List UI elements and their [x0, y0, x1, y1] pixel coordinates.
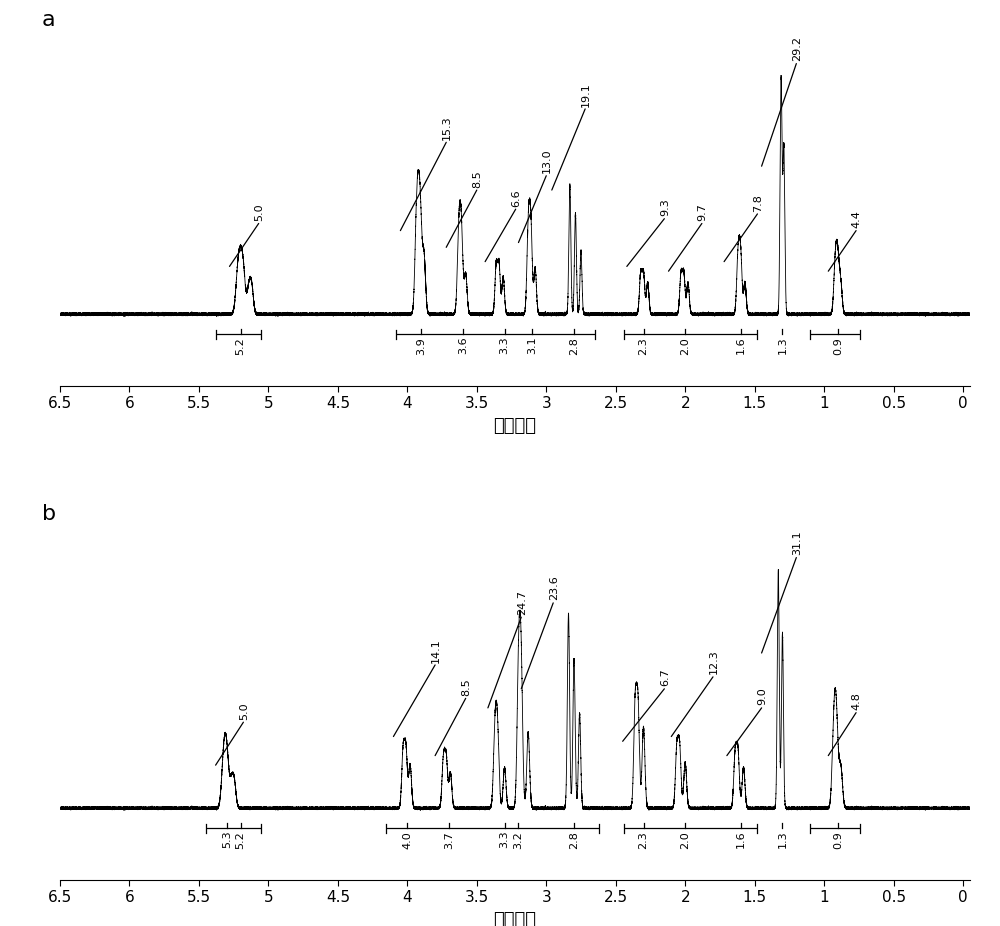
- Text: 0.9: 0.9: [833, 831, 843, 848]
- Text: 9.0: 9.0: [757, 688, 767, 706]
- Text: 0.9: 0.9: [833, 337, 843, 355]
- Text: 7.8: 7.8: [753, 194, 763, 211]
- Text: 5.2: 5.2: [236, 337, 246, 355]
- Text: a: a: [42, 10, 55, 30]
- Text: 3.7: 3.7: [444, 831, 454, 848]
- Text: 29.2: 29.2: [792, 36, 802, 61]
- Text: b: b: [42, 504, 56, 524]
- Text: 3.2: 3.2: [513, 831, 523, 848]
- Text: 3.3: 3.3: [500, 337, 510, 355]
- Text: 2.3: 2.3: [639, 337, 649, 355]
- Text: 31.1: 31.1: [792, 531, 802, 556]
- Text: 2.0: 2.0: [680, 337, 690, 355]
- Text: 2.0: 2.0: [680, 831, 690, 848]
- Text: 12.3: 12.3: [709, 650, 719, 674]
- Text: 2.8: 2.8: [569, 831, 579, 848]
- Text: 5.2: 5.2: [236, 831, 246, 848]
- Text: 19.1: 19.1: [581, 81, 591, 106]
- Text: 9.7: 9.7: [697, 203, 707, 221]
- Text: 1.6: 1.6: [736, 831, 746, 848]
- Text: 3.9: 3.9: [416, 337, 426, 355]
- Text: 6.7: 6.7: [660, 669, 670, 686]
- Text: 5.3: 5.3: [222, 831, 232, 848]
- Text: 1.3: 1.3: [777, 337, 787, 355]
- Text: 4.4: 4.4: [852, 210, 862, 228]
- Text: 3.1: 3.1: [527, 337, 537, 355]
- Text: 6.6: 6.6: [511, 189, 521, 206]
- Text: 3.3: 3.3: [500, 831, 510, 848]
- Text: 24.7: 24.7: [517, 590, 527, 615]
- Text: 9.3: 9.3: [660, 198, 670, 217]
- Text: 5.0: 5.0: [254, 204, 264, 221]
- X-axis label: 化学位移: 化学位移: [494, 417, 536, 434]
- Text: 23.6: 23.6: [549, 576, 559, 600]
- Text: 2.8: 2.8: [569, 337, 579, 355]
- X-axis label: 化学位移: 化学位移: [494, 910, 536, 926]
- Text: 4.8: 4.8: [852, 693, 862, 710]
- Text: 8.5: 8.5: [472, 169, 482, 188]
- Text: 13.0: 13.0: [542, 149, 552, 173]
- Text: 1.6: 1.6: [736, 337, 746, 355]
- Text: 2.3: 2.3: [639, 831, 649, 848]
- Text: 3.6: 3.6: [458, 337, 468, 355]
- Text: 15.3: 15.3: [442, 116, 452, 140]
- Text: 5.0: 5.0: [239, 702, 249, 720]
- Text: 8.5: 8.5: [461, 678, 471, 696]
- Text: 4.0: 4.0: [402, 831, 412, 848]
- Text: 14.1: 14.1: [431, 638, 441, 662]
- Text: 1.3: 1.3: [777, 831, 787, 848]
